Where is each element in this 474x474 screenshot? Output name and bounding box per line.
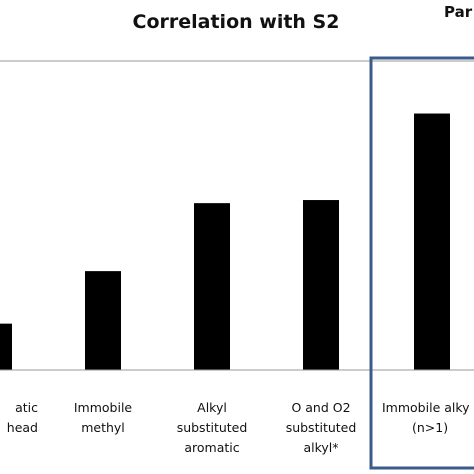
- bars-layer: [0, 113, 450, 370]
- x-tick-label-0: atic head: [7, 400, 38, 435]
- bar-2: [194, 203, 230, 370]
- bar-3: [303, 200, 339, 370]
- bar-0: [0, 323, 12, 370]
- x-tick-label-4-line-1: (n>1): [412, 420, 448, 435]
- x-tick-label-4: Immobile alky (n>1): [382, 400, 470, 435]
- chart-title: Correlation with S2: [133, 11, 340, 33]
- x-tick-label-2: Alkyl substituted aromatic: [177, 400, 248, 455]
- tick-labels-layer: atic head Immobile methyl Alkyl substituted ar…: [7, 400, 470, 455]
- x-tick-label-1-line-1: methyl: [81, 420, 125, 435]
- x-tick-label-0-line-0: atic: [15, 400, 38, 415]
- x-tick-label-1-line-0: Immobile: [74, 400, 133, 415]
- x-tick-label-3-line-0: O and O2: [291, 400, 350, 415]
- x-tick-label-2-line-1: substituted: [177, 420, 248, 435]
- bar-1: [85, 271, 121, 370]
- x-tick-label-3-line-2: alkyl*: [303, 440, 338, 455]
- x-tick-label-4-line-0: Immobile alky: [382, 400, 470, 415]
- x-tick-label-1: Immobile methyl: [74, 400, 133, 435]
- highlight-box: [369, 56, 474, 470]
- adjacent-panel-title: Par: [444, 3, 473, 21]
- bar-4: [414, 113, 450, 370]
- x-tick-label-3: O and O2 substituted alkyl*: [286, 400, 357, 455]
- x-tick-label-3-line-1: substituted: [286, 420, 357, 435]
- x-tick-label-0-line-1: head: [7, 420, 38, 435]
- x-tick-label-2-line-0: Alkyl: [197, 400, 227, 415]
- x-tick-label-2-line-2: aromatic: [184, 440, 239, 455]
